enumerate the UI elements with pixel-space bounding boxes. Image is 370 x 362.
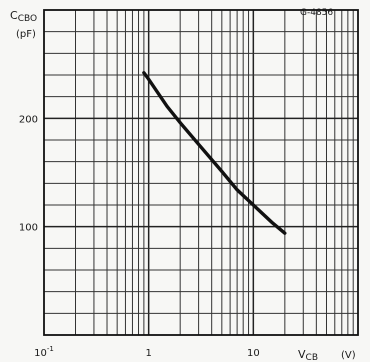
figure-code: G-4856 — [300, 8, 333, 18]
x-tick-label-base: 10 — [247, 348, 260, 359]
y-axis-label-sub: CBO — [18, 14, 37, 24]
y-tick-label: 100 — [19, 223, 38, 234]
x-axis-label-main: V — [298, 348, 306, 361]
x-tick-label-exponent: -1 — [47, 345, 54, 353]
y-axis-label: CCBO — [10, 9, 37, 24]
y-axis-label-main: C — [10, 9, 18, 22]
x-axis-label: VCB — [298, 348, 318, 362]
x-tick-label-base: 10 — [34, 348, 47, 359]
capacitance-curve — [142, 71, 287, 235]
y-tick-label: 200 — [19, 114, 38, 125]
x-axis-label-sub: CB — [306, 353, 318, 362]
x-tick-label-base: 1 — [145, 348, 151, 359]
grid — [44, 10, 358, 335]
y-axis-unit: (pF) — [16, 29, 36, 40]
x-tick-label: 10 — [247, 348, 260, 359]
x-tick-label: 10-1 — [34, 345, 54, 359]
y-tick-labels: 100 200 — [19, 114, 38, 233]
x-tick-label: 1 — [145, 348, 151, 359]
plot-frame — [43, 9, 359, 336]
x-tick-labels: 10-1 1 10 — [34, 345, 260, 359]
x-axis-unit: (V) — [341, 350, 356, 361]
